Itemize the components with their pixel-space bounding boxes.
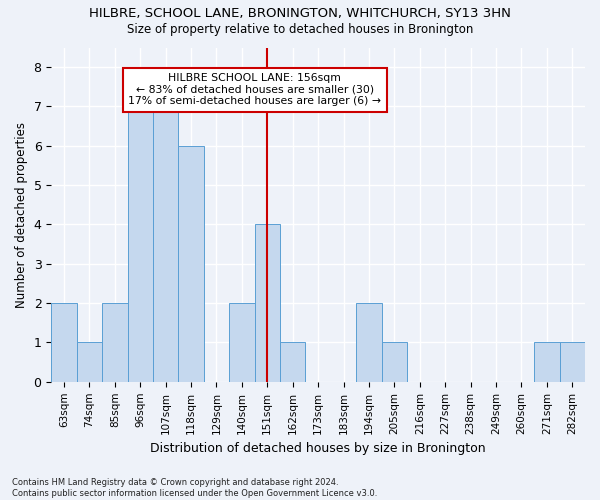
Bar — [382, 342, 407, 382]
Text: Size of property relative to detached houses in Bronington: Size of property relative to detached ho… — [127, 22, 473, 36]
Bar — [229, 303, 254, 382]
Bar — [254, 224, 280, 382]
X-axis label: Distribution of detached houses by size in Bronington: Distribution of detached houses by size … — [151, 442, 486, 455]
Bar — [51, 303, 77, 382]
Bar — [128, 106, 153, 382]
Bar — [77, 342, 102, 382]
Text: HILBRE, SCHOOL LANE, BRONINGTON, WHITCHURCH, SY13 3HN: HILBRE, SCHOOL LANE, BRONINGTON, WHITCHU… — [89, 8, 511, 20]
Text: HILBRE SCHOOL LANE: 156sqm
← 83% of detached houses are smaller (30)
17% of semi: HILBRE SCHOOL LANE: 156sqm ← 83% of deta… — [128, 73, 381, 106]
Text: Contains HM Land Registry data © Crown copyright and database right 2024.
Contai: Contains HM Land Registry data © Crown c… — [12, 478, 377, 498]
Bar — [153, 106, 178, 382]
Bar — [178, 146, 204, 382]
Y-axis label: Number of detached properties: Number of detached properties — [15, 122, 28, 308]
Bar — [102, 303, 128, 382]
Bar — [560, 342, 585, 382]
Bar — [356, 303, 382, 382]
Bar — [534, 342, 560, 382]
Bar — [280, 342, 305, 382]
